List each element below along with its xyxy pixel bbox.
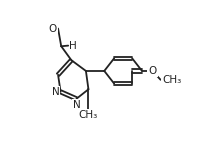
Text: O: O: [148, 66, 156, 76]
Text: CH₃: CH₃: [161, 75, 180, 85]
Text: H: H: [69, 41, 77, 51]
Text: N: N: [72, 100, 80, 110]
Text: O: O: [48, 24, 57, 34]
Text: N: N: [51, 87, 59, 97]
Text: CH₃: CH₃: [78, 110, 98, 120]
